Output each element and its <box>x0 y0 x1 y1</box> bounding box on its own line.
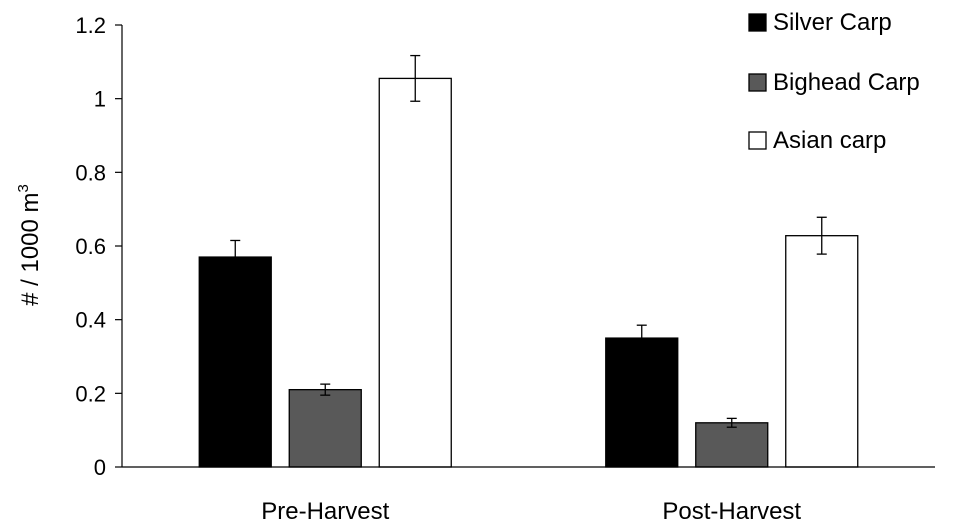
y-tick-label: 0.4 <box>75 308 106 333</box>
error-bars-layer <box>230 54 827 428</box>
bar <box>785 235 859 468</box>
legend-label: Asian carp <box>773 127 886 154</box>
y-axis-label-superscript: 3 <box>15 184 32 192</box>
bar <box>695 422 769 468</box>
bar <box>378 77 452 468</box>
legend-swatch <box>748 131 767 150</box>
y-axis-label-text: # / 1000 m <box>17 192 44 305</box>
bar <box>198 256 272 468</box>
y-axis: 0 0.2 0.4 0.6 0.8 1 1.2 <box>75 13 123 480</box>
x-axis: Pre-Harvest Post-Harvest <box>122 466 935 525</box>
x-tick-label: Pre-Harvest <box>261 498 389 525</box>
y-tick-label: 0.8 <box>75 160 106 185</box>
legend-label: Silver Carp <box>773 9 892 36</box>
legend-swatch <box>748 13 767 32</box>
y-tick-label: 0 <box>94 455 106 480</box>
y-tick-label: 1 <box>94 87 106 112</box>
y-tick-label: 1.2 <box>75 13 106 38</box>
legend: Silver Carp Bighead Carp Asian carp <box>748 9 920 154</box>
y-tick-label: 0.6 <box>75 234 106 259</box>
legend-swatch <box>748 73 767 92</box>
x-tick-label: Post-Harvest <box>662 498 801 525</box>
bar <box>288 388 362 468</box>
bar <box>605 337 679 468</box>
y-axis-label: # / 1000 m3 <box>15 184 44 306</box>
legend-label: Bighead Carp <box>773 69 920 96</box>
y-tick-label: 0.2 <box>75 381 106 406</box>
